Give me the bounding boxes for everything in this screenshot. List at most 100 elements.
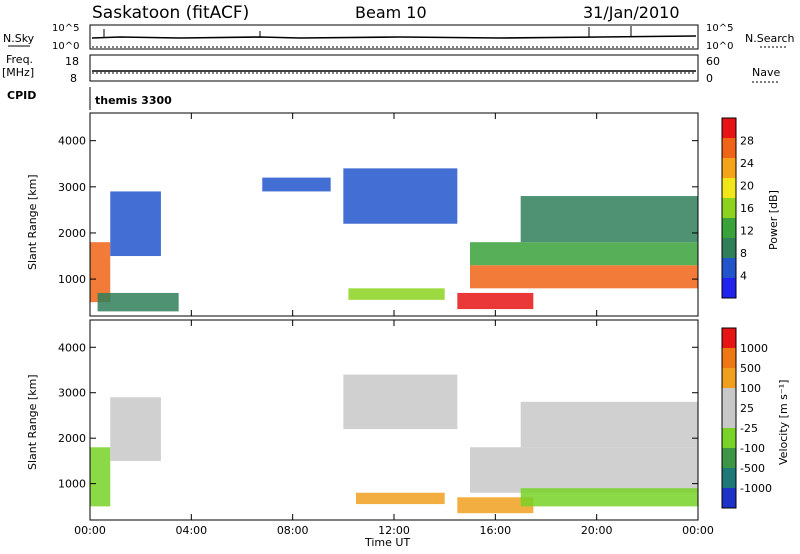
- y-tick-label: 2000: [58, 432, 86, 445]
- x-tick-label: 08:00: [277, 524, 309, 537]
- colorbar-tick-label: 28: [740, 135, 754, 148]
- noise-tick-high-left: 10^5: [52, 23, 79, 34]
- power-yticks: 1000 2000 3000 4000: [58, 135, 698, 286]
- x-tick-label: 00:00: [74, 524, 106, 537]
- heatmap-region: [470, 447, 698, 493]
- y-tick-label: 4000: [58, 135, 86, 148]
- noise-tick-low-right: 10^0: [706, 41, 733, 52]
- colorbar-swatch: [722, 348, 736, 368]
- heatmap-region: [470, 265, 698, 289]
- colorbar-swatch: [722, 428, 736, 448]
- colorbar-tick-label: -1000: [740, 482, 772, 495]
- colorbar-swatch: [722, 158, 736, 178]
- noise-tick-low-left: 10^0: [52, 41, 79, 52]
- x-tick-label: 20:00: [581, 524, 613, 537]
- colorbar-tick-label: 100: [740, 382, 761, 395]
- velocity-colorbar-label: Velocity [m s⁻¹]: [777, 380, 790, 465]
- freq-label: Freq.: [6, 53, 33, 66]
- heatmap-region: [457, 292, 534, 310]
- colorbar-tick-label: -500: [740, 462, 765, 475]
- colorbar-swatch: [722, 408, 736, 428]
- colorbar-tick-label: 4: [740, 270, 747, 283]
- x-tick-label: 04:00: [175, 524, 207, 537]
- freq-panel-frame: [89, 54, 699, 82]
- colorbar-tick-label: -100: [740, 442, 765, 455]
- nave-tick-low: 0: [706, 72, 713, 85]
- colorbar-tick-label: -25: [740, 422, 758, 435]
- cpid-label: CPID: [7, 89, 36, 102]
- beam-label: Beam 10: [355, 3, 427, 22]
- colorbar-tick-label: 1000: [740, 342, 768, 355]
- colorbar-swatch: [722, 138, 736, 158]
- heatmap-region: [520, 196, 698, 243]
- power-colorbar-label: Power [dB]: [767, 190, 780, 250]
- heatmap-region: [90, 242, 111, 303]
- heatmap-region: [356, 492, 445, 505]
- colorbar-swatch: [722, 178, 736, 198]
- station-title: Saskatoon (fitACF): [92, 3, 249, 23]
- colorbar-swatch: [722, 468, 736, 488]
- heatmap-region: [457, 497, 534, 514]
- heatmap-region: [470, 242, 698, 266]
- x-axis-title: Time UT: [364, 536, 410, 549]
- velocity-yticks: 1000 2000 3000 4000: [58, 341, 698, 491]
- colorbar-swatch: [722, 118, 736, 138]
- colorbar-swatch: [722, 488, 736, 508]
- heatmap-region: [90, 447, 111, 507]
- heatmap-region: [343, 374, 458, 430]
- heatmap-region: [110, 397, 161, 461]
- colorbar-tick-label: 20: [740, 180, 754, 193]
- nsky-trace: [91, 35, 697, 39]
- nave-label: Nave: [752, 66, 780, 79]
- colorbar-frame: [721, 327, 737, 509]
- y-tick-label: 1000: [58, 478, 86, 491]
- power-xticks: [89, 113, 699, 316]
- x-tick-label: 16:00: [479, 524, 511, 537]
- colorbar-tick-label: 500: [740, 362, 761, 375]
- heatmap-region: [520, 401, 698, 448]
- nsearch-label: N.Search: [745, 32, 795, 45]
- heatmap-region: [110, 191, 161, 257]
- power-heatmap: [90, 168, 698, 312]
- heatmap-region: [348, 288, 445, 300]
- x-tick-label: 00:00: [682, 524, 714, 537]
- freq-panel: Freq. [MHz] 18 8 60 0 Nave: [2, 53, 780, 85]
- heatmap-region: [97, 292, 179, 312]
- velocity-ylabel: Slant Range [km]: [26, 374, 39, 470]
- x-tick-label: 12:00: [378, 524, 410, 537]
- freq-unit: [MHz]: [2, 66, 34, 79]
- colorbar-swatch: [722, 238, 736, 258]
- power-colorbar: 4 8 12 16 20 24 28: [721, 117, 754, 299]
- power-ylabel: Slant Range [km]: [26, 174, 39, 270]
- colorbar-tick-label: 25: [740, 402, 754, 415]
- noise-panel: N.Sky 10^5 10^0 10^5 10^0 N.Search: [3, 23, 795, 52]
- colorbar-swatch: [722, 198, 736, 218]
- y-tick-label: 3000: [58, 387, 86, 400]
- nsky-label: N.Sky: [3, 32, 35, 45]
- heatmap-region: [262, 177, 331, 192]
- freq-tick-low: 8: [70, 72, 77, 85]
- y-tick-label: 1000: [58, 273, 86, 286]
- date-label: 31/Jan/2010: [583, 3, 680, 22]
- y-tick-label: 4000: [58, 341, 86, 354]
- velocity-xticks: 00:00 04:00 08:00 12:00 16:00 20:00 00:00: [74, 320, 714, 537]
- colorbar-swatch: [722, 218, 736, 238]
- y-tick-label: 3000: [58, 181, 86, 194]
- noise-tick-high-right: 10^5: [706, 23, 733, 34]
- velocity-heatmap: [90, 374, 698, 514]
- freq-tick-high: 18: [65, 55, 79, 68]
- colorbar-tick-label: 24: [740, 157, 754, 170]
- cpid-value: themis 3300: [95, 94, 172, 107]
- velocity-colorbar: 1000 500 100 25 -25 -100 -500 -1000: [721, 327, 772, 509]
- colorbar-swatch: [722, 278, 736, 298]
- colorbar-tick-label: 12: [740, 225, 754, 238]
- colorbar-frame: [721, 117, 737, 299]
- nave-tick-high: 60: [706, 55, 720, 68]
- colorbar-tick-label: 8: [740, 247, 747, 260]
- colorbar-swatch: [722, 328, 736, 348]
- colorbar-swatch: [722, 258, 736, 278]
- colorbar-swatch: [722, 368, 736, 388]
- heatmap-region: [520, 488, 698, 507]
